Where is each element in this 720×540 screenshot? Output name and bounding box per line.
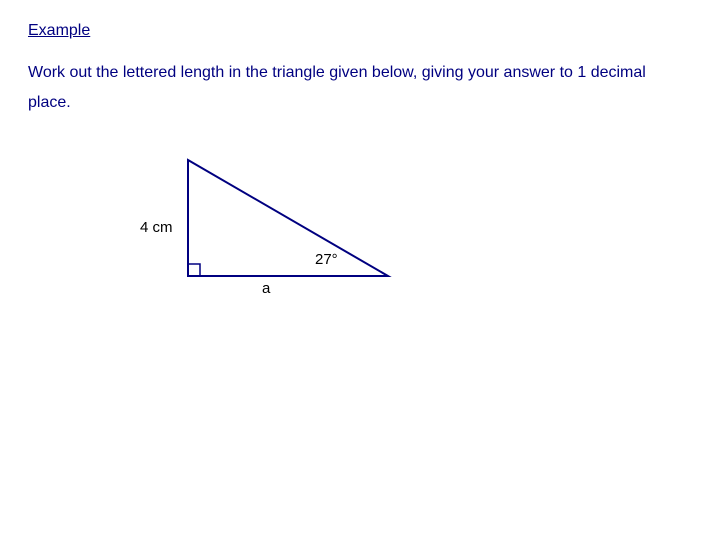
triangle-diagram: 4 cm 27° a bbox=[120, 150, 440, 320]
label-vertical-side: 4 cm bbox=[140, 219, 173, 236]
triangle-shape bbox=[188, 160, 388, 276]
example-heading: Example bbox=[28, 22, 90, 40]
problem-statement: Work out the lettered length in the tria… bbox=[28, 58, 668, 119]
label-base-side: a bbox=[262, 280, 270, 297]
right-angle-marker bbox=[188, 264, 200, 276]
page: Example Work out the lettered length in … bbox=[0, 0, 720, 540]
label-angle: 27° bbox=[315, 251, 338, 268]
